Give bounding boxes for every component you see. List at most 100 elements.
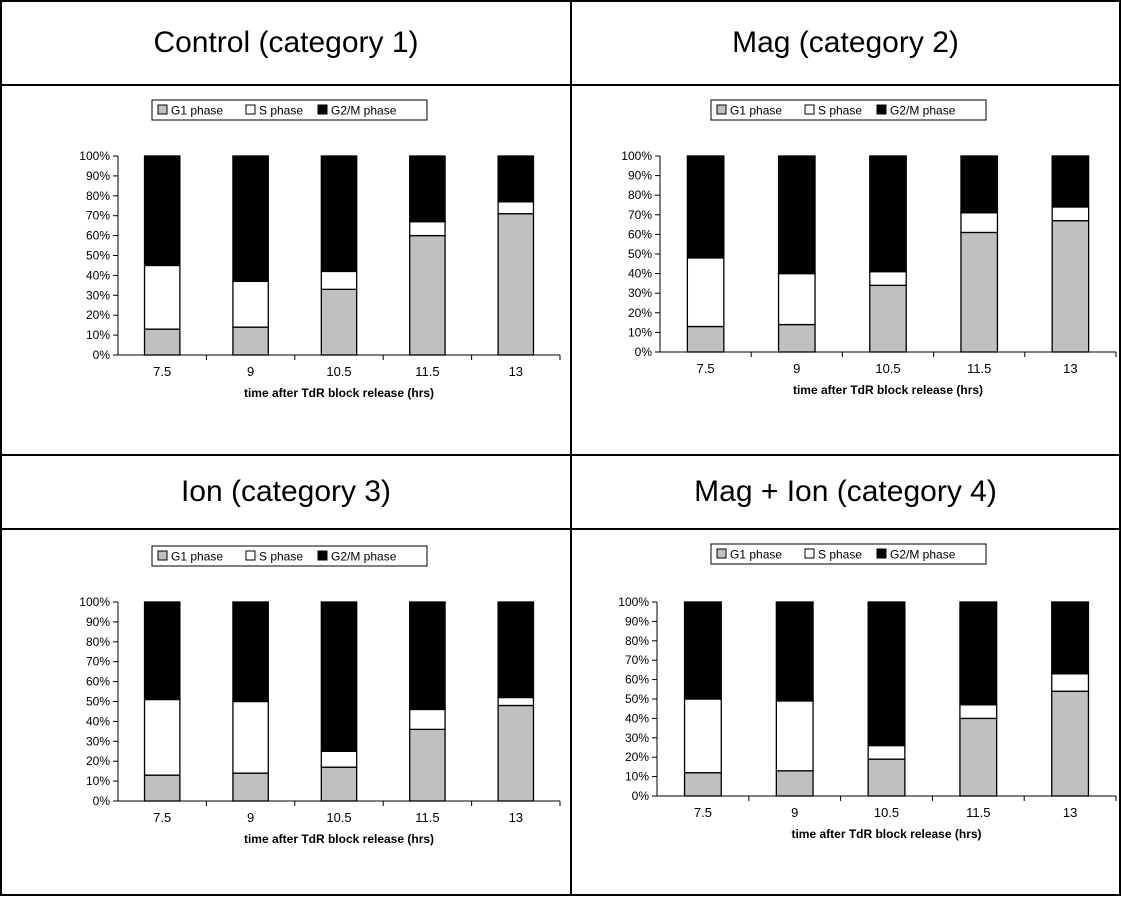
bar-segment: [686, 155, 725, 259]
y-tick-label: 40%: [625, 711, 649, 725]
bar-segment: [960, 231, 999, 353]
legend-swatch: [716, 548, 727, 559]
legend-label: G2/M phase: [890, 548, 956, 562]
legend-label: G2/M phase: [331, 104, 397, 118]
y-tick-label: 30%: [625, 731, 649, 745]
bar-segment: [869, 155, 907, 273]
y-tick-label: 60%: [86, 229, 110, 243]
y-tick-label: 40%: [628, 267, 652, 281]
x-tick-label: 13: [1063, 361, 1077, 376]
bar-segment: [867, 744, 906, 760]
x-tick-label: 10.5: [874, 805, 899, 820]
legend-swatch: [804, 548, 815, 559]
bar-segment: [869, 284, 907, 353]
y-tick-label: 100%: [621, 149, 652, 163]
bar-segment: [497, 601, 535, 699]
y-tick-label: 0%: [93, 794, 111, 808]
x-tick-label: 9: [793, 361, 800, 376]
y-tick-label: 70%: [625, 653, 649, 667]
y-tick-label: 20%: [86, 308, 110, 322]
y-tick-label: 10%: [86, 774, 110, 788]
title-cell-3: Ion (category 3): [0, 454, 572, 530]
title-cell-2: Mag (category 2): [570, 0, 1121, 86]
legend-label: G1 phase: [730, 548, 782, 562]
bar-segment: [775, 700, 814, 772]
y-tick-label: 10%: [86, 328, 110, 342]
y-tick-label: 70%: [628, 208, 652, 222]
x-tick-label: 13: [1063, 805, 1077, 820]
bar-segment: [959, 601, 998, 706]
legend-label: G1 phase: [171, 550, 223, 564]
bar-segment: [232, 280, 269, 328]
y-tick-label: 20%: [628, 306, 652, 320]
bar-segment: [959, 704, 998, 720]
y-tick-label: 90%: [625, 614, 649, 628]
bar-segment: [143, 774, 181, 802]
chart-svg-mag-ion: G1 phase S phase G2/M phase 0% 10% 20% 30% 40% 5…: [618, 543, 1117, 841]
chart-svg-control: G1 phase S phase G2/M phase 0% 10% 20% 30% 40% 5…: [79, 99, 561, 400]
x-tick-label: 13: [509, 810, 523, 825]
bar-segment: [409, 221, 446, 237]
y-tick-label: 0%: [635, 345, 653, 359]
y-tick-label: 50%: [86, 695, 110, 709]
bar-segment: [409, 728, 446, 802]
legend-label: S phase: [818, 104, 862, 118]
y-tick-label: 70%: [86, 655, 110, 669]
bar-segment: [960, 155, 999, 214]
bar-segment: [320, 155, 358, 273]
bar-segment: [867, 758, 906, 797]
y-tick-label: 100%: [79, 595, 110, 609]
legend-label: G2/M phase: [331, 550, 397, 564]
bar-segment: [409, 601, 446, 711]
x-tick-label: 13: [509, 364, 523, 379]
x-tick-label: 9: [247, 810, 254, 825]
legend-swatch: [157, 550, 168, 561]
x-tick-label: 10.5: [326, 810, 351, 825]
bar-segment: [1051, 690, 1090, 797]
bar-segment: [686, 257, 725, 328]
panel-title: Mag + Ion (category 4): [694, 475, 997, 508]
legend-box: [710, 99, 987, 121]
bar-segment: [409, 708, 446, 731]
x-axis-label: time after TdR block release (hrs): [791, 827, 981, 841]
legend-label: S phase: [259, 550, 303, 564]
y-tick-label: 0%: [632, 789, 650, 803]
panel-title: Control (category 1): [153, 26, 419, 59]
bar-segment: [143, 264, 181, 330]
y-tick-label: 0%: [93, 348, 111, 362]
y-tick-label: 60%: [628, 227, 652, 241]
bar-segment: [409, 155, 446, 223]
x-tick-label: 7.5: [694, 805, 712, 820]
y-tick-label: 60%: [625, 673, 649, 687]
bar-segment: [143, 601, 181, 701]
bar-segment: [869, 270, 907, 287]
y-tick-label: 20%: [86, 754, 110, 768]
bar-segment: [1051, 206, 1090, 222]
bar-segment: [232, 155, 269, 283]
y-tick-label: 30%: [86, 288, 110, 302]
bar-segment: [143, 155, 181, 267]
y-tick-label: 80%: [86, 189, 110, 203]
legend-box: [710, 543, 987, 565]
legend-label: G1 phase: [171, 104, 223, 118]
x-tick-label: 11.5: [966, 805, 990, 820]
legend-swatch: [876, 104, 887, 115]
y-tick-label: 10%: [628, 325, 652, 339]
x-tick-label: 7.5: [153, 810, 171, 825]
y-tick-label: 50%: [628, 247, 652, 261]
bar-segment: [497, 201, 535, 215]
bar-segment: [497, 696, 535, 707]
y-tick-label: 40%: [86, 714, 110, 728]
y-tick-label: 30%: [628, 286, 652, 300]
y-tick-label: 30%: [86, 734, 110, 748]
x-tick-label: 9: [247, 364, 254, 379]
y-tick-label: 20%: [625, 750, 649, 764]
bar-segment: [497, 213, 535, 356]
legend-swatch: [804, 104, 815, 115]
x-tick-label: 11.5: [967, 361, 991, 376]
bar-segment: [497, 155, 535, 203]
panel-title: Mag (category 2): [732, 26, 959, 59]
x-tick-label: 11.5: [415, 364, 439, 379]
x-tick-label: 7.5: [697, 361, 715, 376]
legend-label: G2/M phase: [890, 104, 956, 118]
